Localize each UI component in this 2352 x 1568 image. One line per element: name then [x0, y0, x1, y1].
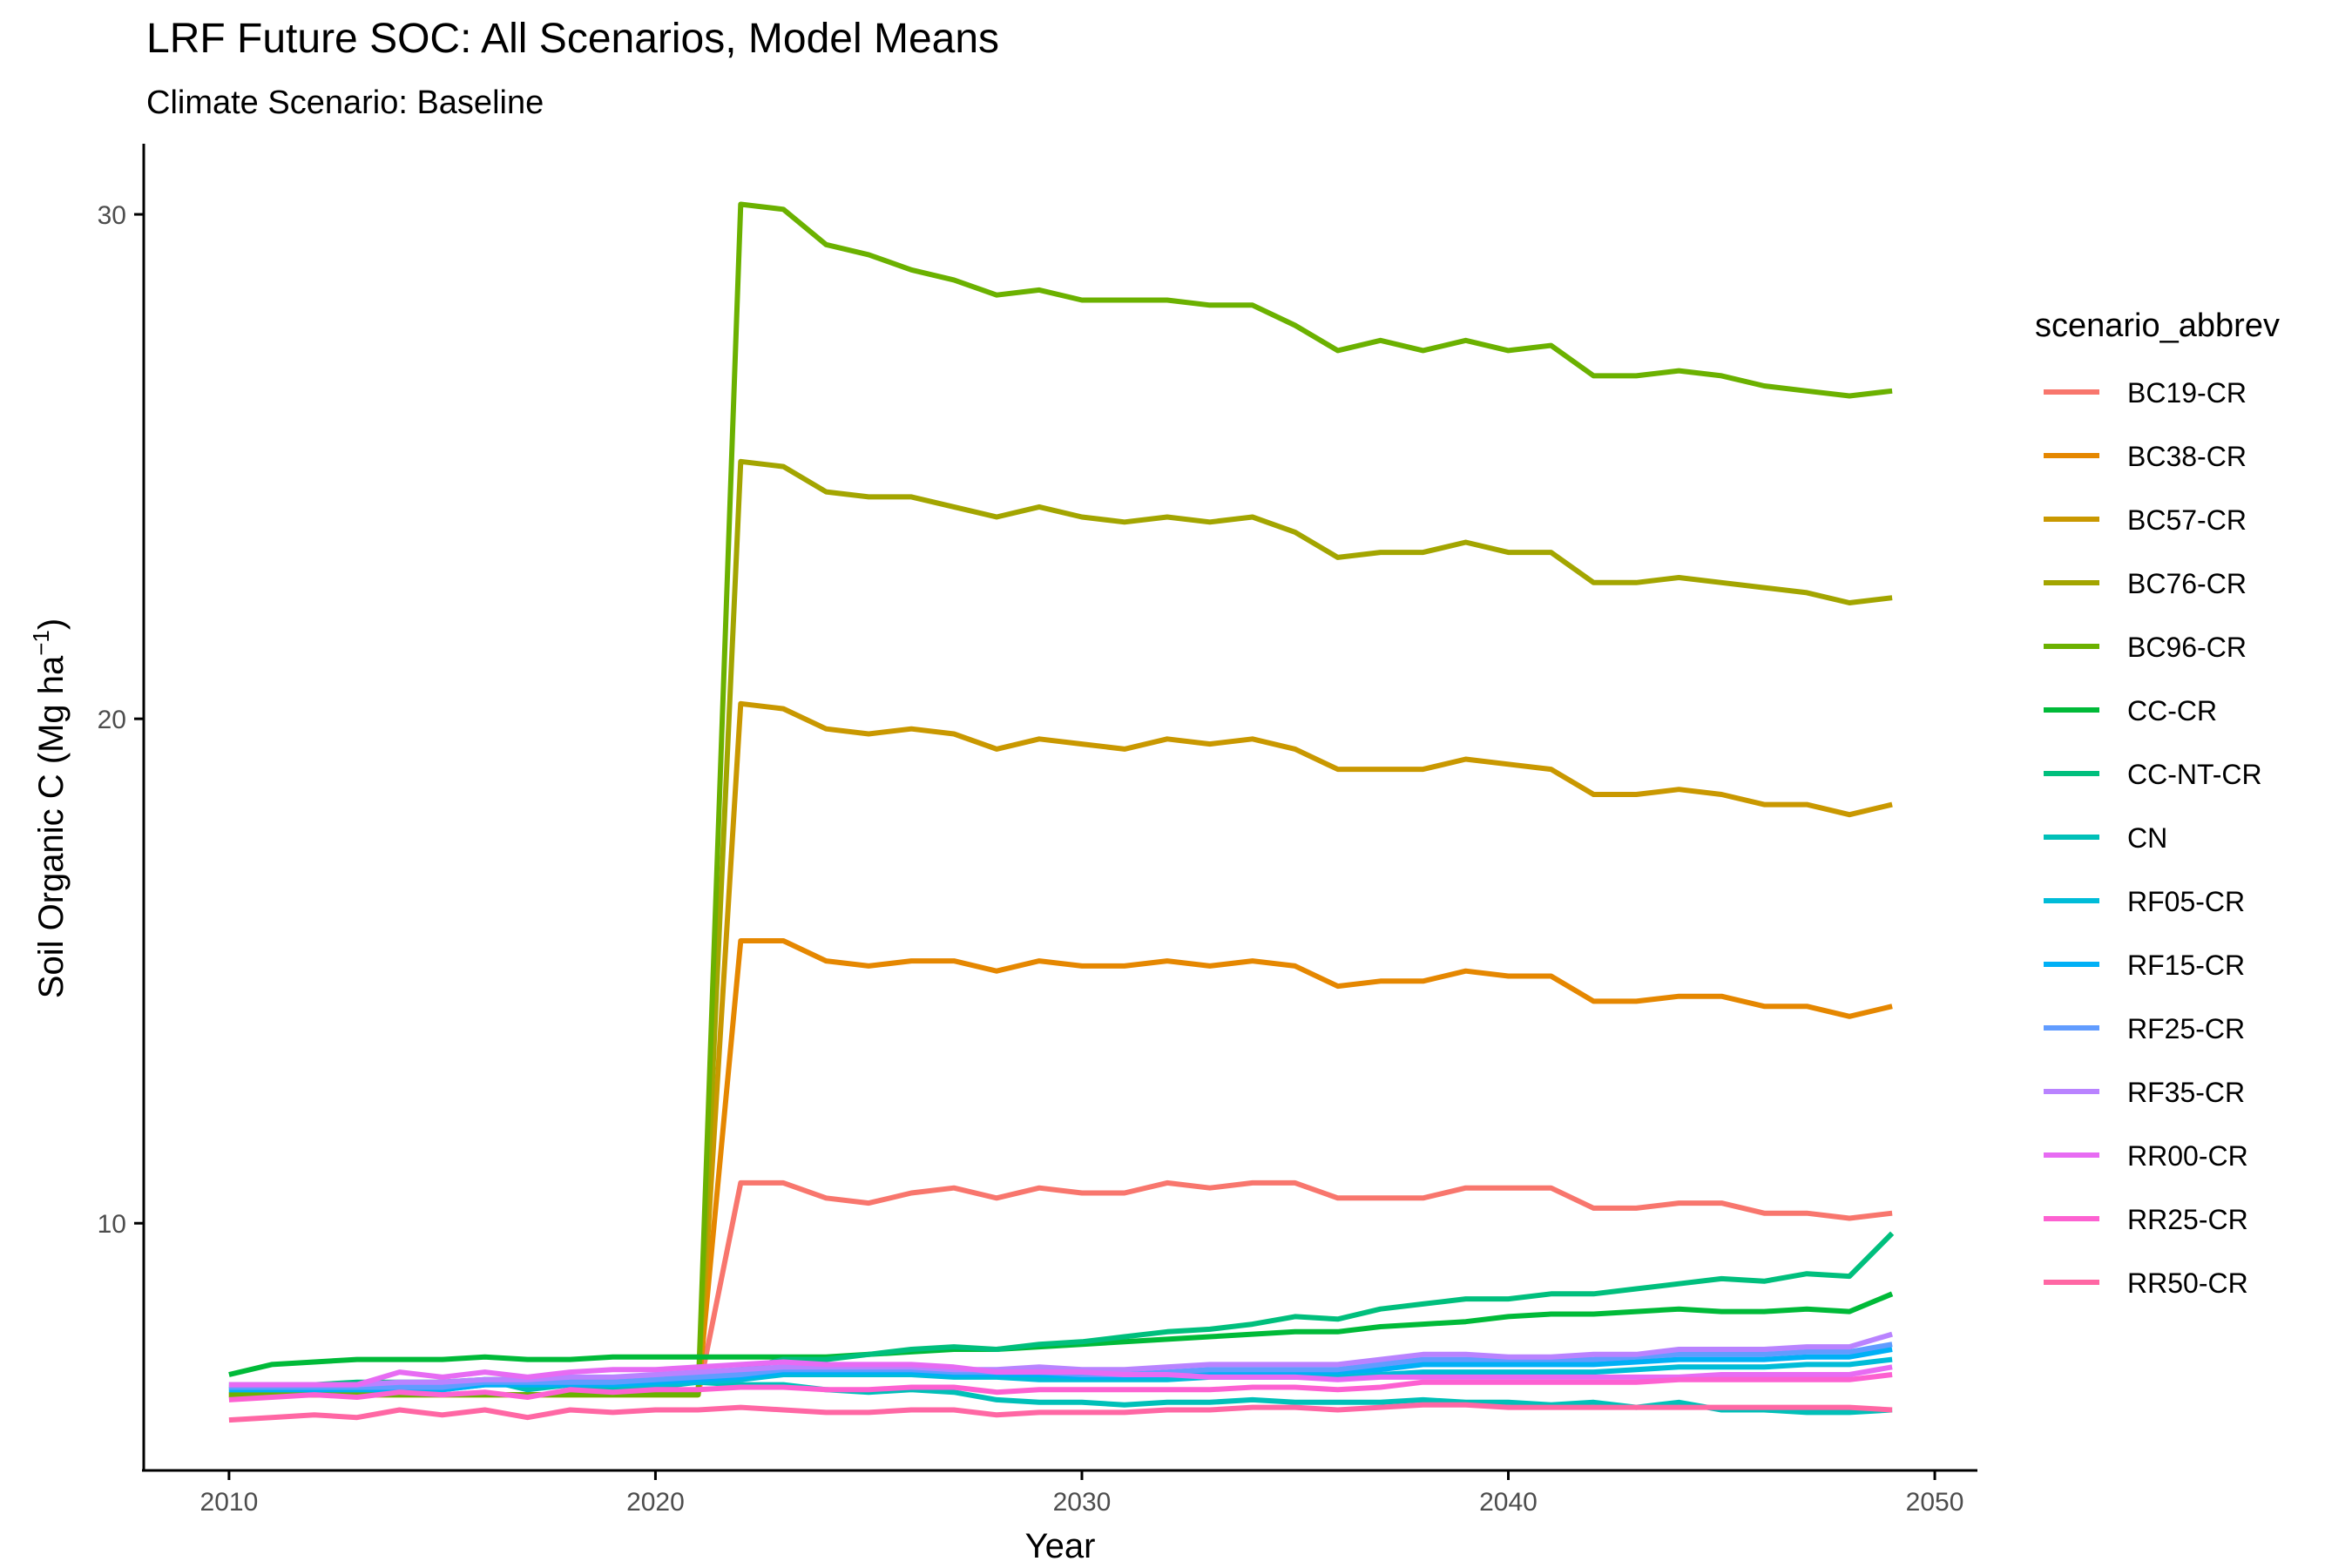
legend-label: BC38-CR [2127, 441, 2247, 472]
legend-item: RF15-CR [2044, 950, 2245, 981]
series-line-rf35-cr [228, 1331, 1893, 1388]
x-tick-label: 2030 [1053, 1488, 1112, 1517]
legend-item: RF05-CR [2044, 886, 2245, 917]
legend-item: BC57-CR [2044, 504, 2247, 536]
legend-label: CC-CR [2127, 695, 2217, 727]
y-tick-label: 20 [98, 706, 126, 734]
series-line-bc96-cr [228, 201, 1893, 1398]
legend-label: RF05-CR [2127, 886, 2245, 917]
x-tick-label: 2010 [200, 1488, 259, 1517]
x-axis-title: Year [1025, 1527, 1096, 1565]
legend-item: CN [2044, 822, 2167, 854]
legend-label: BC19-CR [2127, 377, 2247, 409]
legend-label: RR25-CR [2127, 1204, 2248, 1235]
legend-label: CN [2127, 822, 2167, 854]
legend-item: CC-CR [2044, 695, 2217, 727]
legend-item: BC19-CR [2044, 377, 2247, 409]
legend-label: RF15-CR [2127, 950, 2245, 981]
legend-item: RR50-CR [2044, 1267, 2248, 1299]
chart-title: LRF Future SOC: All Scenarios, Model Mea… [146, 16, 999, 62]
x-tick-label: 2040 [1479, 1488, 1538, 1517]
legend-item: BC96-CR [2044, 632, 2247, 663]
legend-label: BC76-CR [2127, 568, 2247, 599]
legend-item: RF25-CR [2044, 1013, 2245, 1044]
x-axis-ticks: 2010 2020 2030 2040 2050 [200, 1470, 1964, 1517]
series-line-rr25-cr [228, 1372, 1893, 1402]
y-tick-label: 30 [98, 201, 126, 230]
series-line-bc38-cr [228, 938, 1893, 1398]
legend-label: RF25-CR [2127, 1013, 2245, 1044]
y-tick-label: 10 [98, 1210, 126, 1239]
y-axis-title: Soil Organic C (Mg ha−1) [28, 618, 71, 998]
legend-label: RF35-CR [2127, 1077, 2245, 1108]
legend-item: RR25-CR [2044, 1204, 2248, 1235]
legend-label: BC96-CR [2127, 632, 2247, 663]
legend: scenario_abbrev BC19-CR BC38-CR BC57-CR BC7… [2035, 308, 2280, 1299]
x-tick-label: 2050 [1906, 1488, 1964, 1517]
y-axis-title-close: ) [32, 618, 71, 630]
legend-title: scenario_abbrev [2035, 308, 2280, 344]
legend-label: BC57-CR [2127, 504, 2247, 536]
legend-item: BC38-CR [2044, 441, 2247, 472]
legend-label: CC-NT-CR [2127, 759, 2262, 790]
legend-item: BC76-CR [2044, 568, 2247, 599]
series-line-bc57-cr [228, 700, 1893, 1398]
series-layer [228, 201, 1895, 1423]
y-axis-title-superscript: −1 [28, 630, 54, 656]
legend-label: RR00-CR [2127, 1140, 2248, 1172]
y-axis-ticks: 10 20 30 [98, 201, 144, 1239]
series-line-bc76-cr [228, 458, 1893, 1398]
series-line-rr00-cr [228, 1359, 1893, 1388]
legend-item: RF35-CR [2044, 1077, 2245, 1108]
series-line-rr50-cr [228, 1402, 1893, 1423]
chart-subtitle: Climate Scenario: Baseline [146, 84, 544, 121]
legend-item: RR00-CR [2044, 1140, 2248, 1172]
x-tick-label: 2020 [626, 1488, 685, 1517]
y-axis-title-main: Soil Organic C (Mg ha [32, 655, 71, 998]
legend-label: RR50-CR [2127, 1267, 2248, 1299]
legend-item: CC-NT-CR [2044, 759, 2262, 790]
